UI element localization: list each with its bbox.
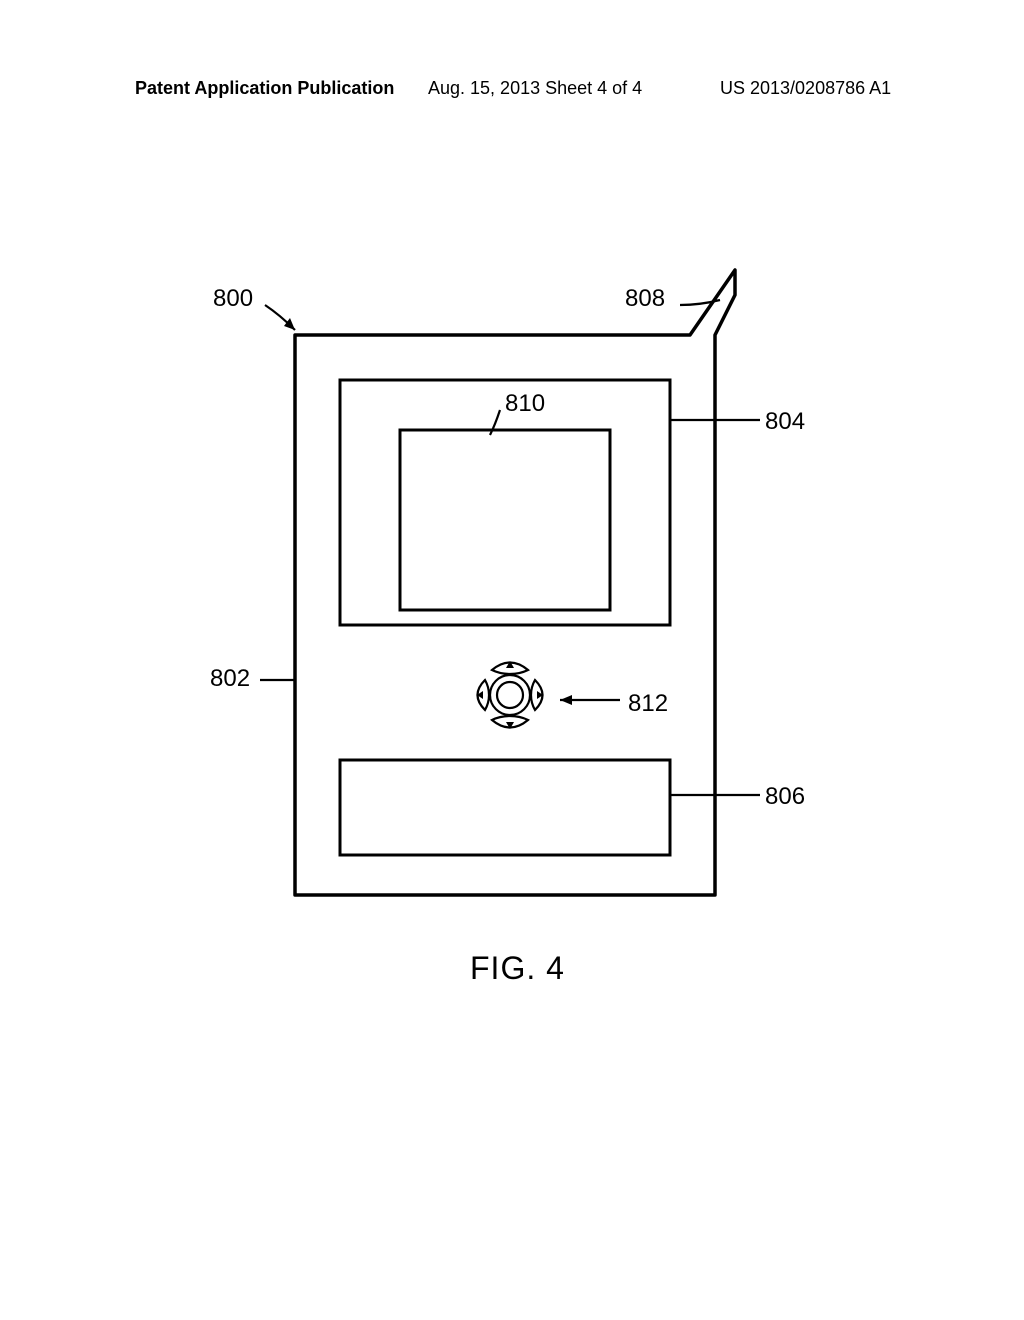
dpad-center-inner bbox=[497, 682, 523, 708]
figure-caption: FIG. 4 bbox=[470, 950, 565, 987]
ref-label-810: 810 bbox=[505, 390, 545, 418]
ref-label-800: 800 bbox=[213, 285, 253, 313]
page: Patent Application Publication Aug. 15, … bbox=[0, 0, 1024, 1320]
ref-label-806: 806 bbox=[765, 783, 805, 811]
ref-label-808: 808 bbox=[625, 285, 665, 313]
leader-812-arrow-icon bbox=[560, 695, 572, 705]
leader-808 bbox=[680, 300, 720, 305]
patent-drawing bbox=[0, 0, 1024, 1320]
lower-box bbox=[340, 760, 670, 855]
display-inner-rect bbox=[400, 430, 610, 610]
ref-label-812: 812 bbox=[628, 690, 668, 718]
ref-label-804: 804 bbox=[765, 408, 805, 436]
ref-label-802: 802 bbox=[210, 665, 250, 693]
